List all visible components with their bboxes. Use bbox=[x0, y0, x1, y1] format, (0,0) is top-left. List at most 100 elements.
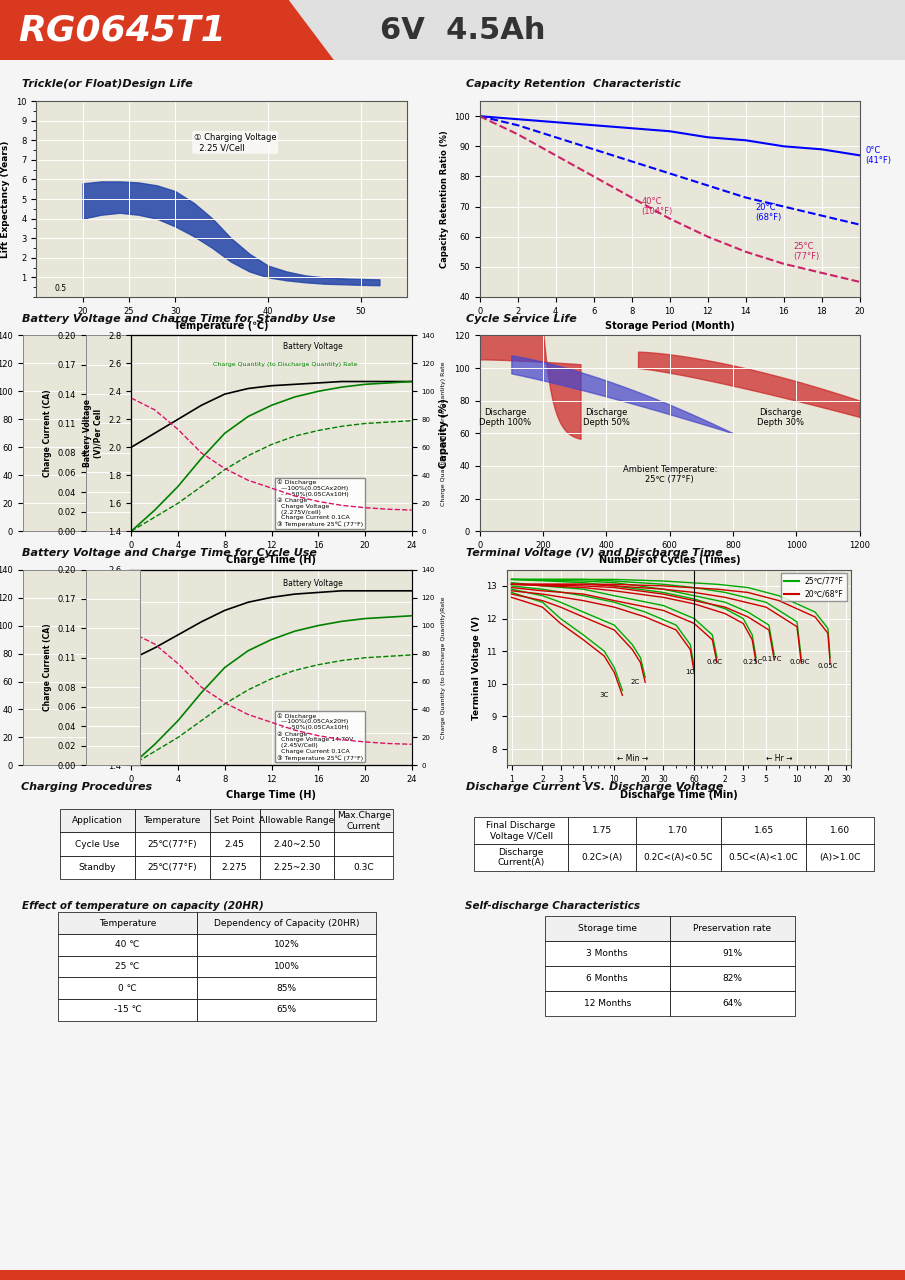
Battery Voltage bbox=[126, 439, 137, 454]
Text: Battery Voltage: Battery Voltage bbox=[283, 342, 343, 351]
Y-axis label: Charge Current (CA): Charge Current (CA) bbox=[43, 389, 52, 477]
Text: Discharge
Depth 30%: Discharge Depth 30% bbox=[757, 408, 804, 428]
Text: 0.5: 0.5 bbox=[55, 284, 67, 293]
Battery Voltage bbox=[149, 426, 160, 442]
Text: 1C: 1C bbox=[686, 669, 695, 675]
Battery Voltage bbox=[195, 398, 206, 413]
Y-axis label: Battery Voltage
(V)/Per Cell: Battery Voltage (V)/Per Cell bbox=[83, 399, 102, 467]
Text: 3C: 3C bbox=[600, 692, 609, 698]
40°C bbox=[512, 127, 523, 142]
20°C bbox=[816, 207, 827, 223]
40°C bbox=[854, 274, 865, 289]
Text: 6V  4.5Ah: 6V 4.5Ah bbox=[380, 15, 546, 45]
Text: 25°C
(77°F): 25°C (77°F) bbox=[793, 242, 820, 261]
0°C bbox=[626, 120, 637, 136]
40°C bbox=[778, 256, 789, 271]
X-axis label: Charge Time (H): Charge Time (H) bbox=[226, 790, 317, 800]
Text: 40°C
(104°F): 40°C (104°F) bbox=[641, 197, 672, 216]
Text: ← Min →: ← Min → bbox=[616, 754, 648, 763]
Text: ① Charging Voltage
  2.25 V/Cell: ① Charging Voltage 2.25 V/Cell bbox=[194, 133, 277, 152]
20°C bbox=[512, 118, 523, 133]
Line: 20°C: 20°C bbox=[480, 116, 860, 225]
40°C bbox=[702, 229, 713, 244]
Battery Voltage bbox=[359, 374, 370, 389]
Text: 0.25C: 0.25C bbox=[742, 659, 762, 666]
40°C bbox=[816, 265, 827, 280]
40°C bbox=[550, 147, 561, 163]
Text: 2C: 2C bbox=[631, 678, 640, 685]
Line: 40°C: 40°C bbox=[480, 116, 860, 282]
20°C bbox=[664, 165, 675, 180]
Text: Discharge
Depth 50%: Discharge Depth 50% bbox=[583, 408, 630, 428]
Text: Battery Voltage: Battery Voltage bbox=[283, 579, 343, 588]
X-axis label: Number of Cycles (Times): Number of Cycles (Times) bbox=[599, 556, 740, 566]
Text: 0.17C: 0.17C bbox=[761, 655, 782, 662]
Battery Voltage bbox=[290, 376, 300, 392]
0°C bbox=[512, 111, 523, 127]
X-axis label: Discharge Time (Min): Discharge Time (Min) bbox=[620, 790, 738, 800]
40°C bbox=[626, 189, 637, 205]
Battery Voltage bbox=[173, 412, 184, 428]
0°C bbox=[816, 142, 827, 157]
40°C bbox=[474, 109, 485, 124]
20°C bbox=[550, 129, 561, 145]
Y-axis label: Lift Expectancy (Years): Lift Expectancy (Years) bbox=[2, 141, 11, 257]
Y-axis label: Charge Quantity (to Discharge Quantity) Rate: Charge Quantity (to Discharge Quantity) … bbox=[441, 361, 445, 506]
40°C bbox=[588, 169, 599, 184]
Text: Terminal Voltage (V) and Discharge Time: Terminal Voltage (V) and Discharge Time bbox=[466, 548, 722, 558]
0°C bbox=[550, 114, 561, 129]
Battery Voltage bbox=[266, 378, 277, 393]
Polygon shape bbox=[290, 0, 905, 60]
Y-axis label: Charge Quantity (to Discharge Quantity)Rate: Charge Quantity (to Discharge Quantity)R… bbox=[441, 596, 445, 739]
0°C bbox=[854, 147, 865, 163]
Text: Cycle Service Life: Cycle Service Life bbox=[466, 314, 576, 324]
40°C bbox=[740, 244, 751, 260]
Text: 0.09C: 0.09C bbox=[789, 659, 810, 666]
Text: Discharge
Depth 100%: Discharge Depth 100% bbox=[479, 408, 531, 428]
20°C bbox=[702, 178, 713, 193]
Text: RG0645T1: RG0645T1 bbox=[18, 13, 226, 47]
0°C bbox=[474, 109, 485, 124]
Y-axis label: Battery Voltage
(V)/Per Cell: Battery Voltage (V)/Per Cell bbox=[83, 634, 102, 701]
Text: Capacity Retention  Characteristic: Capacity Retention Characteristic bbox=[466, 79, 681, 90]
Battery Voltage bbox=[406, 374, 417, 389]
Y-axis label: Capacity (%): Capacity (%) bbox=[439, 398, 449, 468]
X-axis label: Storage Period (Month): Storage Period (Month) bbox=[605, 321, 735, 332]
20°C bbox=[626, 154, 637, 169]
Text: ← Hr →: ← Hr → bbox=[766, 754, 792, 763]
Text: ① Discharge
  —100%(0.05CAx20H)
  - - -50%(0.05CAx10H)
② Charge
  Charge Voltage: ① Discharge —100%(0.05CAx20H) - - -50%(0… bbox=[277, 713, 364, 760]
Line: Battery Voltage: Battery Voltage bbox=[131, 381, 412, 447]
Text: Battery Voltage and Charge Time for Standby Use: Battery Voltage and Charge Time for Stan… bbox=[23, 314, 336, 324]
Y-axis label: Terminal Voltage (V): Terminal Voltage (V) bbox=[472, 616, 481, 719]
Text: Ambient Temperature:
25℃ (77°F): Ambient Temperature: 25℃ (77°F) bbox=[623, 465, 717, 484]
Text: Battery Voltage and Charge Time for Cycle Use: Battery Voltage and Charge Time for Cycl… bbox=[23, 548, 318, 558]
X-axis label: Temperature (℃): Temperature (℃) bbox=[175, 321, 269, 332]
0°C bbox=[740, 133, 751, 148]
Text: 0.05C: 0.05C bbox=[818, 663, 838, 668]
Text: Trickle(or Float)Design Life: Trickle(or Float)Design Life bbox=[23, 79, 193, 90]
Battery Voltage bbox=[219, 387, 230, 402]
Battery Voltage bbox=[313, 375, 324, 390]
Text: Self-discharge Characteristics: Self-discharge Characteristics bbox=[465, 901, 640, 911]
0°C bbox=[702, 129, 713, 145]
0°C bbox=[664, 124, 675, 140]
20°C bbox=[588, 142, 599, 157]
Line: 0°C: 0°C bbox=[480, 116, 860, 155]
Text: Charge Quantity (to Discharge Quantity) Rate: Charge Quantity (to Discharge Quantity) … bbox=[213, 362, 357, 367]
Text: Charging Procedures: Charging Procedures bbox=[21, 782, 152, 792]
Battery Voltage bbox=[337, 374, 348, 389]
Battery Voltage bbox=[383, 374, 394, 389]
X-axis label: Charge Time (H): Charge Time (H) bbox=[226, 556, 317, 566]
Text: Discharge Current VS. Discharge Voltage: Discharge Current VS. Discharge Voltage bbox=[466, 782, 723, 792]
Y-axis label: Charge Current (CA): Charge Current (CA) bbox=[43, 623, 52, 712]
0°C bbox=[588, 118, 599, 133]
20°C bbox=[740, 189, 751, 205]
0°C bbox=[778, 138, 789, 154]
Text: 20°C
(68°F): 20°C (68°F) bbox=[755, 204, 782, 223]
Text: 0°C
(41°F): 0°C (41°F) bbox=[865, 146, 891, 165]
Text: 0.6C: 0.6C bbox=[707, 659, 723, 666]
40°C bbox=[664, 211, 675, 227]
20°C bbox=[474, 109, 485, 124]
20°C bbox=[778, 198, 789, 214]
Text: Effect of temperature on capacity (20HR): Effect of temperature on capacity (20HR) bbox=[22, 901, 263, 911]
